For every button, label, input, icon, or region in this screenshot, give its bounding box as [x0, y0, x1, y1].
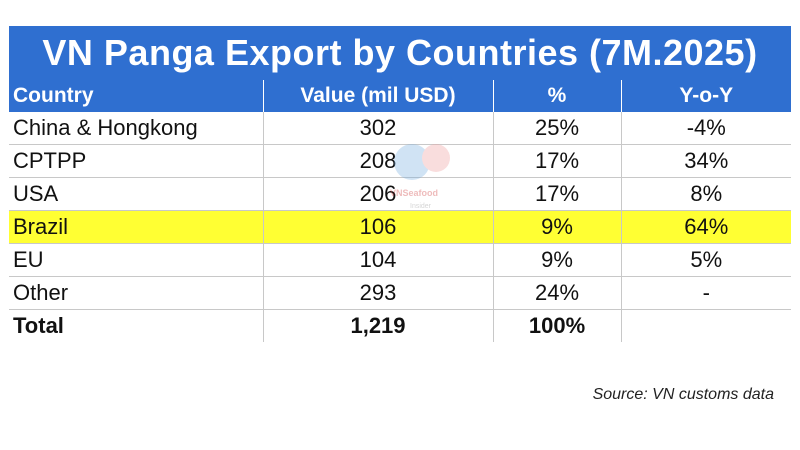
cell-country: USA: [9, 177, 264, 211]
table-row: Other 293 24% -: [9, 276, 791, 310]
cell-share: 9%: [493, 210, 622, 244]
source-note: Source: VN customs data: [592, 386, 774, 403]
export-table: Country Value (mil USD) % Y-o-Y China & …: [9, 80, 791, 342]
watermark-text: VNSeafood: [390, 188, 438, 198]
header-value: Value (mil USD): [263, 80, 494, 112]
cell-country: China & Hongkong: [9, 112, 264, 145]
cell-value: 206: [263, 177, 494, 211]
cell-yoy: 8%: [621, 177, 791, 211]
cell-yoy: 64%: [621, 210, 791, 244]
cell-share: 17%: [493, 144, 622, 178]
cell-country: Other: [9, 276, 264, 310]
cell-value: 104: [263, 243, 494, 277]
header-share: %: [493, 80, 622, 112]
cell-value: 293: [263, 276, 494, 310]
table-row: CPTPP 208 17% 34%: [9, 144, 791, 178]
cell-value: 302: [263, 112, 494, 145]
cell-country: EU: [9, 243, 264, 277]
cell-yoy: 34%: [621, 144, 791, 178]
cell-share: 9%: [493, 243, 622, 277]
header-yoy: Y-o-Y: [621, 80, 791, 112]
total-value: 1,219: [263, 309, 494, 342]
table-body: China & Hongkong 302 25% -4% CPTPP 208 17% 34% U…: [9, 112, 791, 342]
watermark-subtext: Insider: [410, 203, 432, 210]
cell-country: CPTPP: [9, 144, 264, 178]
total-share: 100%: [493, 309, 622, 342]
cell-share: 25%: [493, 112, 622, 145]
cell-share: 24%: [493, 276, 622, 310]
table-row: Brazil 106 9% 64%: [9, 210, 791, 244]
table-row: USA 206 17% 8%: [9, 177, 791, 211]
cell-share: 17%: [493, 177, 622, 211]
header-country: Country: [9, 80, 264, 112]
seafood-logo-icon: VNSeafood Insider: [390, 144, 450, 210]
cell-value: 106: [263, 210, 494, 244]
table-row: China & Hongkong 302 25% -4%: [9, 112, 791, 145]
total-row: Total 1,219 100%: [9, 309, 791, 343]
total-label: Total: [9, 309, 264, 342]
total-yoy: [621, 310, 791, 343]
cell-country: Brazil: [9, 210, 264, 244]
table-row: EU 104 9% 5%: [9, 243, 791, 277]
table-title: VN Panga Export by Countries (7M.2025): [9, 26, 791, 80]
header-row: Country Value (mil USD) % Y-o-Y: [9, 80, 791, 112]
cell-yoy: 5%: [621, 243, 791, 277]
cell-value: 208: [263, 144, 494, 178]
data-table-container: VN Panga Export by Countries (7M.2025) C…: [9, 26, 791, 342]
cell-yoy: -4%: [621, 112, 791, 145]
cell-yoy: -: [621, 276, 791, 310]
